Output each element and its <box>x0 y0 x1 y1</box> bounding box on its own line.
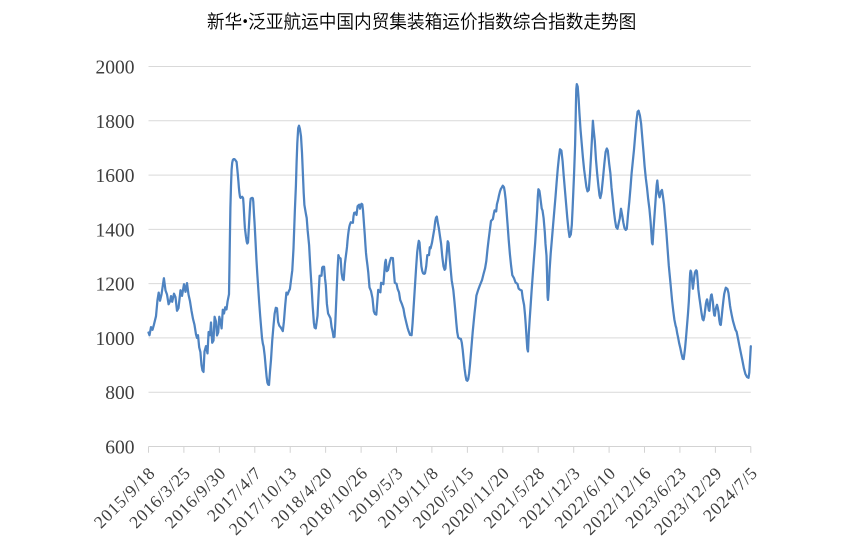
svg-text:1200: 1200 <box>96 275 135 296</box>
svg-text:1000: 1000 <box>96 329 135 350</box>
svg-text:1800: 1800 <box>96 112 135 133</box>
svg-text:1600: 1600 <box>96 166 135 187</box>
svg-text:800: 800 <box>105 383 134 404</box>
svg-text:600: 600 <box>105 438 134 459</box>
svg-text:2000: 2000 <box>96 58 135 79</box>
svg-text:1400: 1400 <box>96 220 135 241</box>
